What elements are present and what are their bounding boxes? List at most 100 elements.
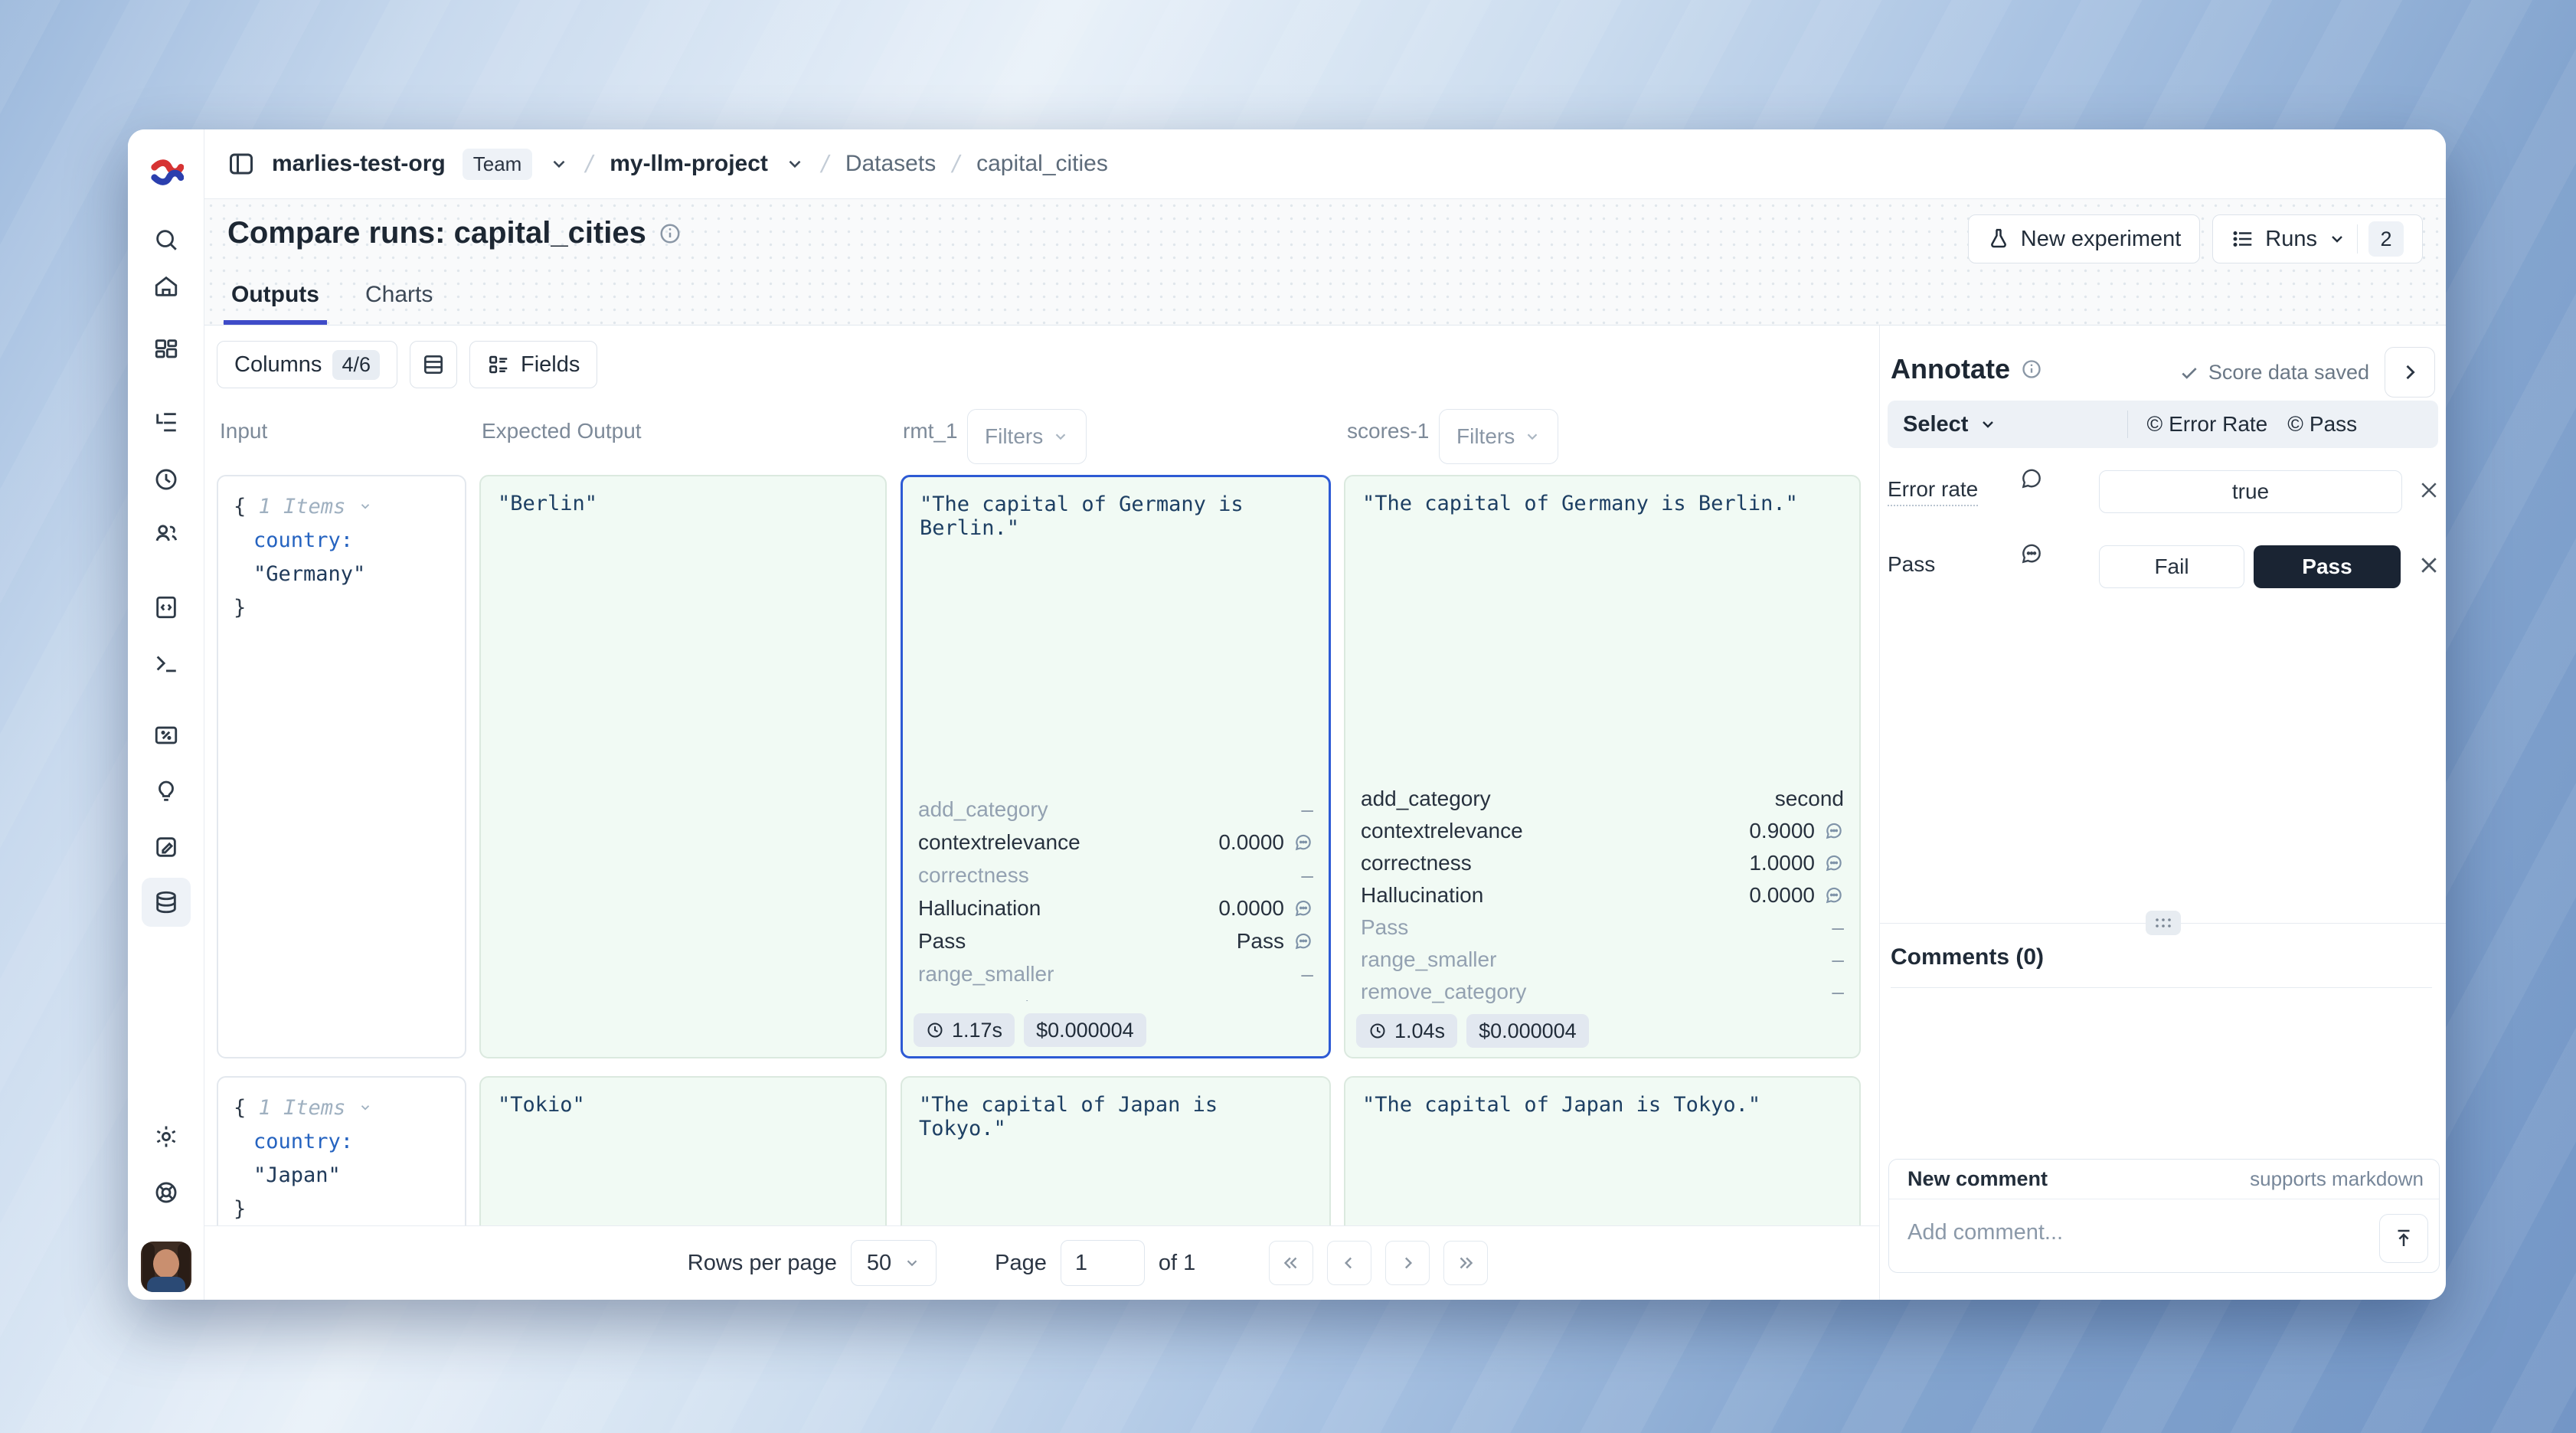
metric-row[interactable]: correctness 1.0000 — [1361, 847, 1844, 879]
row2-input-cell[interactable]: { 1 Items country: "Japan" } — [217, 1076, 466, 1225]
metric-row[interactable]: Hallucination 0.0000 — [918, 892, 1313, 924]
resize-grip-handle[interactable] — [2145, 911, 2181, 935]
page-number-input[interactable] — [1060, 1240, 1145, 1286]
breadcrumb-org[interactable]: marlies-test-org — [272, 151, 446, 176]
row1-run1-cell[interactable]: "The capital of Germany is Berlin." add_… — [901, 475, 1331, 1058]
metric-row[interactable]: range_smaller – — [1361, 947, 1844, 971]
metric-row[interactable]: add_category – — [918, 797, 1313, 821]
annotate-panel: Annotate Score data saved Select © Error… — [1879, 326, 2446, 1300]
comment-bubble-icon[interactable] — [1824, 821, 1844, 841]
rows-per-page-select[interactable]: 50 — [850, 1240, 937, 1286]
breadcrumb-datasets[interactable]: Datasets — [845, 151, 937, 176]
chevron-down-icon[interactable] — [358, 1101, 372, 1114]
metric-row[interactable]: contextrelevance 0.9000 — [1361, 815, 1844, 847]
annotations-icon[interactable] — [153, 834, 179, 860]
breadcrumb-separator: / — [819, 149, 832, 178]
columns-button[interactable]: Columns 4/6 — [217, 341, 397, 388]
fields-button[interactable]: Fields — [469, 341, 598, 388]
json-items-label[interactable]: 1 Items — [258, 1096, 346, 1120]
breadcrumb-project[interactable]: my-llm-project — [610, 151, 768, 176]
row1-input-cell[interactable]: { 1 Items country: "Germany" } — [217, 475, 466, 1058]
info-icon[interactable] — [2021, 358, 2042, 380]
code-file-icon[interactable] — [153, 594, 179, 620]
close-icon[interactable] — [2417, 554, 2440, 577]
settings-gear-icon[interactable] — [153, 1124, 179, 1150]
tab-charts[interactable]: Charts — [364, 282, 433, 307]
metric-row[interactable]: Hallucination 0.0000 — [1361, 879, 1844, 911]
first-page-button[interactable] — [1269, 1241, 1314, 1285]
chevron-down-icon[interactable] — [549, 154, 569, 174]
row1-expected-cell[interactable]: "Berlin" — [479, 475, 887, 1058]
prev-page-button[interactable] — [1327, 1241, 1372, 1285]
close-icon[interactable] — [2417, 479, 2440, 502]
teams-icon[interactable] — [153, 520, 179, 546]
run2-filters-button[interactable]: Filters — [1439, 409, 1559, 464]
chevron-down-icon[interactable] — [358, 499, 372, 513]
sidebar-toggle-icon[interactable] — [227, 150, 255, 178]
comment-bubble-icon[interactable] — [2019, 466, 2044, 491]
row2-run2-cell[interactable]: "The capital of Japan is Tokyo." — [1344, 1076, 1861, 1225]
scorer-icon: © — [2287, 412, 2303, 436]
chevron-down-icon — [1983, 421, 1994, 428]
chevron-right-icon — [1405, 1257, 1413, 1269]
select-dropdown[interactable]: Select — [1903, 412, 1997, 437]
comment-bubble-icon[interactable] — [1293, 898, 1313, 918]
user-avatar[interactable] — [141, 1242, 191, 1292]
help-icon[interactable] — [153, 1179, 179, 1206]
metric-row[interactable]: remove_category– — [918, 990, 1313, 1002]
metric-row[interactable]: range_smaller – — [918, 961, 1313, 986]
last-page-button[interactable] — [1443, 1241, 1489, 1285]
search-icon[interactable] — [153, 227, 179, 253]
scorer-pass[interactable]: © Pass — [2287, 412, 2358, 436]
metric-row[interactable]: Pass Pass — [918, 924, 1313, 957]
traces-icon[interactable] — [153, 410, 179, 436]
divider — [2127, 411, 2129, 438]
comment-bubble-icon[interactable] — [1293, 931, 1313, 951]
pass-option-button[interactable]: Pass — [2254, 545, 2401, 588]
cost-pill: $0.000004 — [1466, 1014, 1589, 1048]
terminal-icon[interactable] — [153, 650, 179, 676]
row2-run1-cell[interactable]: "The capital of Japan is Tokyo." — [901, 1076, 1331, 1225]
chevron-down-icon[interactable] — [785, 154, 805, 174]
insights-icon[interactable] — [153, 778, 179, 804]
comment-bubble-dots-icon[interactable] — [2019, 541, 2044, 566]
comments-underline — [1891, 987, 2432, 988]
metric-row[interactable]: add_category second — [1361, 787, 1844, 810]
submit-comment-button[interactable] — [2379, 1214, 2428, 1263]
metric-row[interactable]: correctness – — [918, 862, 1313, 887]
info-icon[interactable] — [659, 222, 682, 245]
metric-row[interactable]: Pass – — [1361, 915, 1844, 939]
new-experiment-button[interactable]: New experiment — [1967, 214, 2201, 263]
error-rate-row: Error rate — [1880, 465, 2446, 519]
chevron-down-icon — [2332, 236, 2342, 243]
row1-run2-cell[interactable]: "The capital of Germany is Berlin." add_… — [1344, 475, 1861, 1058]
metric-row[interactable]: contextrelevance 0.0000 — [918, 826, 1313, 859]
latency-pill: 1.04s — [1356, 1014, 1458, 1048]
add-comment-input[interactable] — [1897, 1206, 2326, 1259]
org-logo-icon[interactable] — [149, 155, 184, 191]
run1-filters-button[interactable]: Filters — [967, 409, 1087, 464]
row2-expected-cell[interactable]: "Tokio" — [479, 1076, 887, 1225]
home-icon[interactable] — [153, 273, 179, 299]
next-page-button[interactable] — [1385, 1241, 1430, 1285]
comment-bubble-icon[interactable] — [1824, 885, 1844, 905]
comment-bubble-icon[interactable] — [1824, 853, 1844, 873]
app-window: marlies-test-org Team / my-llm-project /… — [128, 129, 2446, 1300]
col-header-input: Input — [220, 419, 268, 443]
dashboards-icon[interactable] — [153, 336, 179, 362]
fail-option-button[interactable]: Fail — [2099, 545, 2244, 588]
row-height-button[interactable] — [409, 341, 457, 388]
sidebar-item-datasets-active[interactable] — [142, 878, 191, 927]
clock-icon — [1370, 1023, 1385, 1039]
evaluations-icon[interactable] — [153, 722, 179, 748]
tab-outputs[interactable]: Outputs — [224, 282, 327, 325]
runs-button[interactable]: Runs 2 — [2212, 214, 2423, 263]
scorer-error-rate[interactable]: © Error Rate — [2146, 412, 2268, 436]
error-rate-input[interactable] — [2099, 470, 2402, 513]
history-icon[interactable] — [153, 466, 179, 492]
runs-count-badge[interactable]: 2 — [2368, 221, 2404, 257]
collapse-panel-button[interactable] — [2385, 347, 2435, 398]
metric-row[interactable]: remove_category– — [1361, 980, 1844, 1003]
json-items-label[interactable]: 1 Items — [258, 495, 346, 519]
comment-bubble-icon[interactable] — [1293, 833, 1313, 852]
